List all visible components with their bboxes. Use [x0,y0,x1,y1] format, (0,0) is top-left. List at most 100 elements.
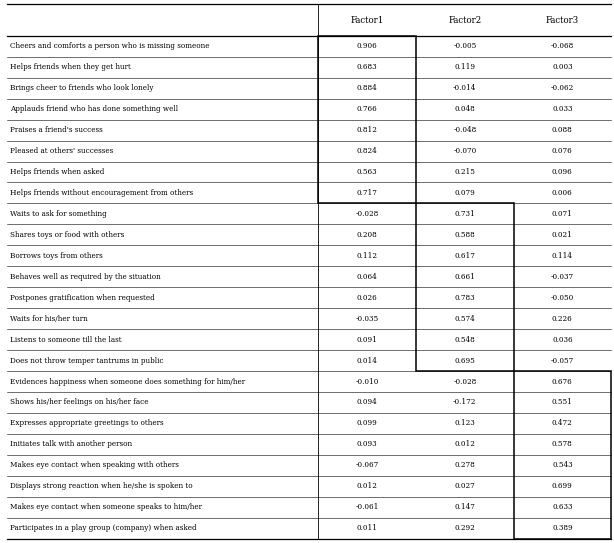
Text: Helps friends when asked: Helps friends when asked [10,168,104,176]
Text: -0.010: -0.010 [356,377,379,386]
Text: 0.543: 0.543 [552,462,573,469]
Text: 0.114: 0.114 [552,252,573,260]
Text: Expresses appropriate greetings to others: Expresses appropriate greetings to other… [10,419,163,427]
Text: 0.014: 0.014 [357,357,378,364]
Text: 0.578: 0.578 [552,440,573,449]
Text: 0.096: 0.096 [552,168,573,176]
Text: Factor1: Factor1 [351,16,384,24]
Text: -0.070: -0.070 [453,147,476,155]
Text: -0.048: -0.048 [453,126,476,134]
Text: -0.067: -0.067 [356,462,379,469]
Text: 0.574: 0.574 [454,315,475,323]
Text: 0.633: 0.633 [552,503,573,511]
Text: 0.012: 0.012 [357,482,378,490]
Text: -0.028: -0.028 [356,210,379,218]
Bar [318,36,416,204]
Text: Displays strong reaction when he/she is spoken to: Displays strong reaction when he/she is … [10,482,192,490]
Text: Evidences happiness when someone does something for him/her: Evidences happiness when someone does so… [10,377,245,386]
Text: Applauds friend who has done something well: Applauds friend who has done something w… [10,105,178,113]
Text: -0.061: -0.061 [356,503,379,511]
Text: 0.699: 0.699 [552,482,573,490]
Text: 0.112: 0.112 [357,252,378,260]
Text: 0.278: 0.278 [454,462,475,469]
Text: 0.099: 0.099 [357,419,378,427]
Text: 0.071: 0.071 [552,210,573,218]
Text: 0.588: 0.588 [454,231,475,239]
Text: 0.676: 0.676 [552,377,573,386]
Text: 0.695: 0.695 [454,357,475,364]
Text: 0.064: 0.064 [357,273,378,281]
Text: 0.079: 0.079 [454,189,475,197]
Text: Helps friends when they get hurt: Helps friends when they get hurt [10,64,131,71]
Text: Participates in a play group (company) when asked: Participates in a play group (company) w… [10,524,196,532]
Text: Behaves well as required by the situation: Behaves well as required by the situatio… [10,273,161,281]
Text: 0.617: 0.617 [454,252,475,260]
Text: Waits for his/her turn: Waits for his/her turn [10,315,88,323]
Text: Pleased at others' successes: Pleased at others' successes [10,147,113,155]
Bar [514,371,611,539]
Text: -0.068: -0.068 [551,42,574,50]
Text: 0.048: 0.048 [454,105,475,113]
Text: 0.011: 0.011 [357,524,378,532]
Text: 0.094: 0.094 [357,399,378,407]
Text: 0.033: 0.033 [552,105,573,113]
Text: 0.548: 0.548 [454,336,475,344]
Text: Factor2: Factor2 [448,16,481,24]
Text: 0.093: 0.093 [357,440,378,449]
Text: 0.389: 0.389 [552,524,573,532]
Text: Does not throw temper tantrums in public: Does not throw temper tantrums in public [10,357,163,364]
Text: Brings cheer to friends who look lonely: Brings cheer to friends who look lonely [10,84,154,92]
Text: 0.906: 0.906 [357,42,378,50]
Text: -0.172: -0.172 [453,399,476,407]
Text: -0.028: -0.028 [453,377,476,386]
Text: 0.783: 0.783 [454,294,475,302]
Text: 0.076: 0.076 [552,147,573,155]
Text: 0.147: 0.147 [454,503,475,511]
Text: -0.014: -0.014 [453,84,476,92]
Text: Factor3: Factor3 [546,16,579,24]
Text: Borrows toys from others: Borrows toys from others [10,252,103,260]
Text: Shares toys or food with others: Shares toys or food with others [10,231,124,239]
Text: 0.824: 0.824 [357,147,378,155]
Text: 0.027: 0.027 [454,482,475,490]
Text: 0.766: 0.766 [357,105,378,113]
Text: 0.551: 0.551 [552,399,573,407]
Text: Initiates talk with another person: Initiates talk with another person [10,440,132,449]
Text: 0.215: 0.215 [454,168,475,176]
Text: Makes eye contact when speaking with others: Makes eye contact when speaking with oth… [10,462,179,469]
Text: 0.036: 0.036 [552,336,573,344]
Text: Helps friends without encouragement from others: Helps friends without encouragement from… [10,189,193,197]
Text: 0.563: 0.563 [357,168,378,176]
Text: 0.088: 0.088 [552,126,573,134]
Text: 0.021: 0.021 [552,231,573,239]
Text: -0.057: -0.057 [551,357,574,364]
Text: -0.035: -0.035 [356,315,379,323]
Text: Waits to ask for something: Waits to ask for something [10,210,107,218]
Text: 0.812: 0.812 [357,126,378,134]
Text: -0.037: -0.037 [551,273,574,281]
Text: 0.226: 0.226 [552,315,573,323]
Text: Postpones gratification when requested: Postpones gratification when requested [10,294,155,302]
Text: -0.062: -0.062 [551,84,574,92]
Text: -0.005: -0.005 [453,42,476,50]
Text: 0.003: 0.003 [552,64,573,71]
Text: -0.050: -0.050 [551,294,574,302]
Text: 0.731: 0.731 [454,210,475,218]
Text: 0.119: 0.119 [454,64,475,71]
Text: 0.026: 0.026 [357,294,378,302]
Bar [416,204,514,371]
Text: 0.884: 0.884 [357,84,378,92]
Text: 0.661: 0.661 [454,273,475,281]
Text: 0.091: 0.091 [357,336,378,344]
Text: Shows his/her feelings on his/her face: Shows his/her feelings on his/her face [10,399,149,407]
Text: Makes eye contact when someone speaks to him/her: Makes eye contact when someone speaks to… [10,503,202,511]
Text: Listens to someone till the last: Listens to someone till the last [10,336,122,344]
Text: 0.683: 0.683 [357,64,378,71]
Text: 0.208: 0.208 [357,231,378,239]
Text: Praises a friend's success: Praises a friend's success [10,126,103,134]
Text: 0.012: 0.012 [454,440,475,449]
Text: 0.472: 0.472 [552,419,573,427]
Text: 0.123: 0.123 [454,419,475,427]
Text: 0.717: 0.717 [357,189,378,197]
Text: 0.292: 0.292 [454,524,475,532]
